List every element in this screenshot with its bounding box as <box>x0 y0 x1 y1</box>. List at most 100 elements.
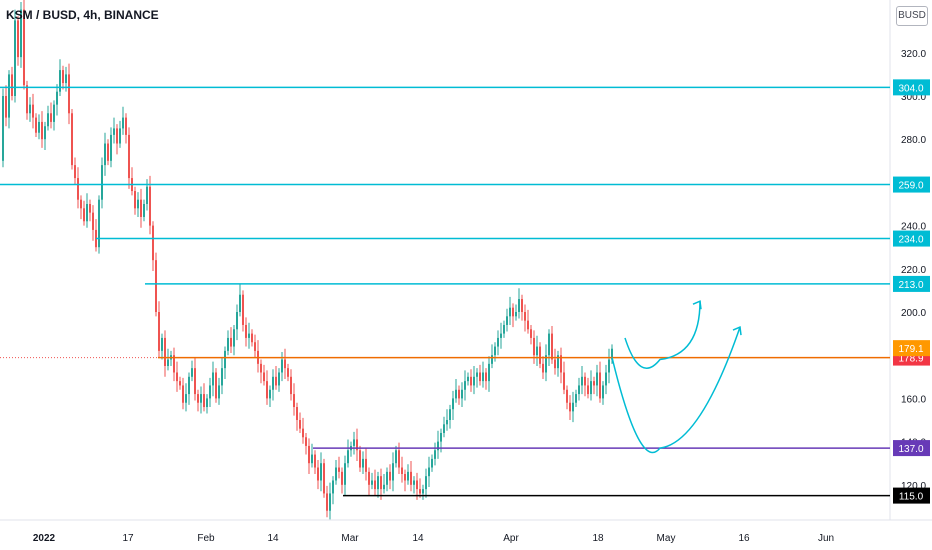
candle-up <box>467 376 469 382</box>
candle-up <box>383 484 385 490</box>
candle-up <box>452 398 454 410</box>
candle-up <box>581 376 583 386</box>
candle-down <box>401 467 403 474</box>
candle-up <box>353 439 355 446</box>
x-tick-label: 17 <box>122 533 134 544</box>
candle-up <box>320 463 322 481</box>
candle-down <box>164 337 166 366</box>
x-tick-label: Mar <box>341 533 359 544</box>
candle-up <box>437 441 439 451</box>
candle-down <box>365 458 367 472</box>
level-badge-213.0[interactable] <box>893 275 930 292</box>
candle-up <box>332 480 334 494</box>
candle-down <box>419 489 421 494</box>
candle-up <box>122 117 124 129</box>
candle-up <box>143 204 145 217</box>
candle-up <box>206 398 208 408</box>
candle-down <box>584 376 586 386</box>
candle-up <box>422 489 424 494</box>
candle-down <box>533 337 535 356</box>
candle-down <box>134 191 136 209</box>
candle-down <box>197 394 199 403</box>
candle-up <box>482 372 484 382</box>
candle-up <box>2 96 4 161</box>
candle-down <box>323 463 325 494</box>
candle-up <box>536 346 538 356</box>
candle-up <box>272 376 274 390</box>
candle-up <box>53 104 55 122</box>
candle-down <box>203 394 205 408</box>
candle-down <box>317 467 319 481</box>
candle-up <box>440 432 442 442</box>
candle-down <box>374 480 376 490</box>
candle-down <box>314 454 316 468</box>
candle-down <box>125 117 127 135</box>
level-badge-115.0[interactable] <box>893 487 930 504</box>
candle-up <box>218 385 220 399</box>
candle-down <box>50 113 52 122</box>
candle-down <box>524 312 526 321</box>
candle-up <box>362 458 364 468</box>
candle-down <box>512 307 514 317</box>
candle-up <box>425 476 427 490</box>
level-badge-234.0[interactable] <box>893 230 930 247</box>
level-badge-304.0[interactable] <box>893 79 930 96</box>
candle-down <box>107 143 109 161</box>
level-label-213.0: 213.0 <box>898 280 923 291</box>
candle-down <box>179 381 181 386</box>
candle-down <box>530 329 532 338</box>
candle-up <box>608 359 610 373</box>
y-tick-label: 320.0 <box>901 49 926 60</box>
level-label-137.0: 137.0 <box>898 444 923 455</box>
candle-up <box>473 376 475 386</box>
candle-up <box>461 389 463 399</box>
y-tick-label: 220.0 <box>901 265 926 276</box>
candle-down <box>173 355 175 373</box>
candle-down <box>599 372 601 399</box>
y-tick-label: 200.0 <box>901 308 926 319</box>
y-tick-label: 160.0 <box>901 394 926 405</box>
candle-up <box>491 355 493 364</box>
candle-down <box>554 359 556 369</box>
candle-down <box>275 376 277 386</box>
prev-close-label: 179.1 <box>898 344 923 355</box>
candle-up <box>239 294 241 312</box>
candle-up <box>146 186 148 204</box>
candle-up <box>572 402 574 412</box>
candle-up <box>14 20 16 96</box>
level-badge-137.0[interactable] <box>893 440 930 457</box>
candle-up <box>575 394 577 403</box>
currency-unit-badge[interactable]: BUSD <box>896 6 928 26</box>
candle-up <box>113 128 115 135</box>
candle-down <box>266 381 268 399</box>
candle-up <box>335 467 337 481</box>
candle-down <box>380 476 382 490</box>
level-badge-259.0[interactable] <box>893 176 930 193</box>
candle-down <box>140 199 142 217</box>
candle-down <box>158 312 160 351</box>
candle-up <box>548 333 550 356</box>
candle-up <box>476 372 478 377</box>
candle-down <box>593 381 595 386</box>
level-label-304.0: 304.0 <box>898 83 923 94</box>
candle-up <box>371 480 373 485</box>
candle-up <box>101 165 103 200</box>
x-tick-label: Apr <box>503 533 519 544</box>
candle-down <box>341 471 343 485</box>
projection-path-2[interactable] <box>624 301 701 369</box>
candle-down <box>230 337 232 347</box>
candle-up <box>227 337 229 351</box>
candle-down <box>293 394 295 408</box>
candle-up <box>509 307 511 317</box>
x-tick-label: 2022 <box>33 533 56 544</box>
candle-up <box>443 424 445 433</box>
candle-up <box>413 480 415 485</box>
candle-up <box>185 394 187 403</box>
candle-down <box>410 471 412 485</box>
projection-path-1[interactable] <box>611 326 741 454</box>
candle-up <box>434 450 436 459</box>
candle-up <box>161 337 163 351</box>
candle-down <box>245 324 247 338</box>
x-tick-label: Feb <box>197 533 215 544</box>
